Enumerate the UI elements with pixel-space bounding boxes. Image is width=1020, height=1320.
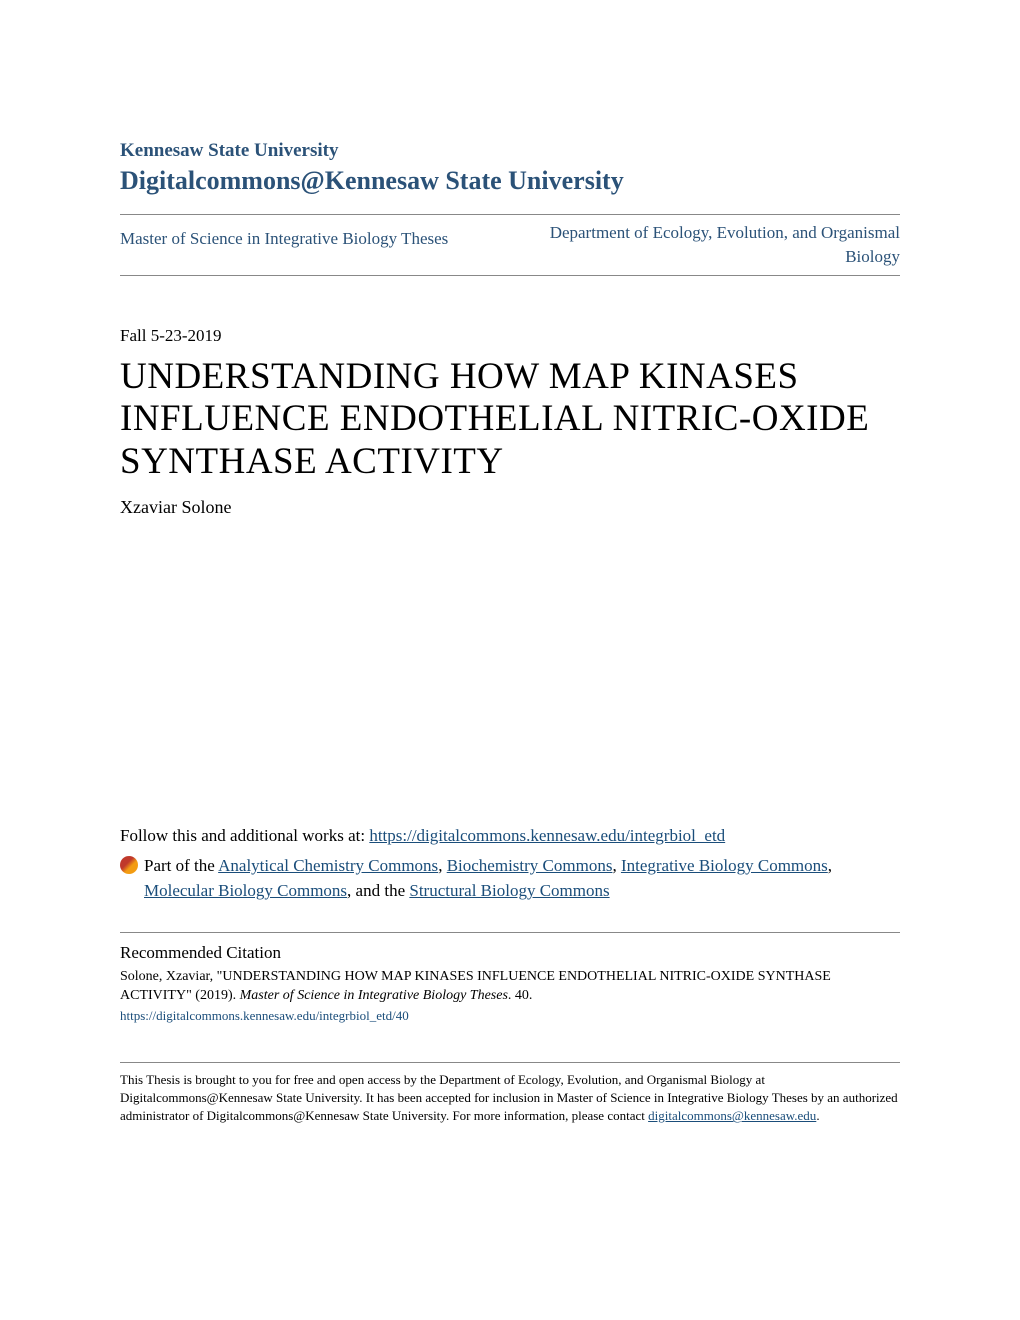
commons-link-3[interactable]: Molecular Biology Commons	[144, 881, 347, 900]
footer-part2: .	[816, 1108, 819, 1123]
citation-text: Solone, Xzaviar, "UNDERSTANDING HOW MAP …	[120, 967, 900, 1006]
follow-url-link[interactable]: https://digitalcommons.kennesaw.edu/inte…	[369, 826, 725, 845]
citation-section: Recommended Citation Solone, Xzaviar, "U…	[120, 932, 900, 1024]
commons-link-4[interactable]: Structural Biology Commons	[409, 881, 609, 900]
author-name: Xzaviar Solone	[120, 497, 900, 518]
commons-text: Part of the Analytical Chemistry Commons…	[144, 853, 900, 904]
commons-link-0[interactable]: Analytical Chemistry Commons	[218, 856, 438, 875]
citation-italic: Master of Science in Integrative Biology…	[240, 988, 508, 1003]
part-prefix: Part of the	[144, 856, 218, 875]
breadcrumb: Master of Science in Integrative Biology…	[120, 214, 900, 276]
follow-line: Follow this and additional works at: htt…	[120, 823, 900, 849]
site-name[interactable]: Digitalcommons@Kennesaw State University	[120, 166, 900, 196]
footer-section: This Thesis is brought to you for free a…	[120, 1062, 900, 1126]
commons-link-2[interactable]: Integrative Biology Commons	[621, 856, 828, 875]
commons-link-1[interactable]: Biochemistry Commons	[447, 856, 613, 875]
follow-section: Follow this and additional works at: htt…	[120, 823, 900, 904]
breadcrumb-left[interactable]: Master of Science in Integrative Biology…	[120, 221, 510, 249]
network-icon[interactable]	[120, 856, 138, 874]
breadcrumb-right[interactable]: Department of Ecology, Evolution, and Or…	[510, 221, 900, 269]
footer-contact-link[interactable]: digitalcommons@kennesaw.edu	[648, 1108, 816, 1123]
and-the: , and the	[347, 881, 409, 900]
citation-heading: Recommended Citation	[120, 943, 900, 963]
citation-link[interactable]: https://digitalcommons.kennesaw.edu/inte…	[120, 1008, 900, 1024]
commons-line: Part of the Analytical Chemistry Commons…	[120, 853, 900, 904]
citation-part2: . 40.	[508, 988, 533, 1003]
university-name: Kennesaw State University	[120, 140, 900, 162]
publication-date: Fall 5-23-2019	[120, 326, 900, 346]
follow-prefix: Follow this and additional works at:	[120, 826, 369, 845]
document-title: UNDERSTANDING HOW MAP KINASES INFLUENCE …	[120, 356, 900, 484]
